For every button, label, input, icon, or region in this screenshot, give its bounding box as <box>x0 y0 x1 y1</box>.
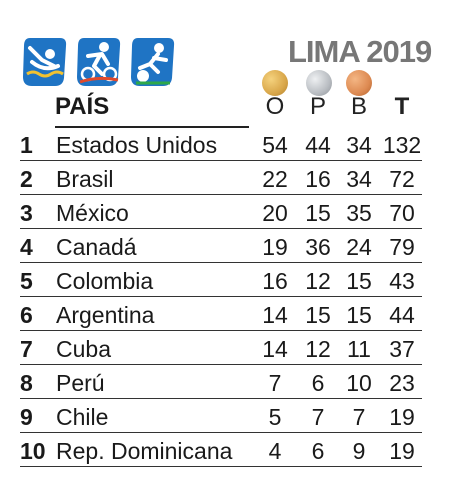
silver-count: 16 <box>305 166 331 192</box>
total-count: 72 <box>389 166 415 192</box>
cycling-icon <box>77 38 121 86</box>
rank: 5 <box>20 268 33 294</box>
row-divider <box>20 466 422 467</box>
silver-count: 44 <box>305 132 331 158</box>
row-divider <box>20 160 422 161</box>
bronze-count: 7 <box>352 404 366 430</box>
row-divider <box>20 330 422 331</box>
gold-count: 19 <box>262 234 288 260</box>
bronze-medal-icon <box>346 70 372 96</box>
country-name: Chile <box>56 404 109 430</box>
country-name: Brasil <box>56 166 114 192</box>
gold-medal-icon <box>262 70 288 96</box>
row-divider <box>20 194 422 195</box>
bronze-header: B <box>350 93 367 120</box>
rank: 6 <box>20 302 33 328</box>
event-title: LIMA 2019 <box>288 34 432 69</box>
country-name: Rep. Dominicana <box>56 438 233 464</box>
rank: 7 <box>20 336 33 362</box>
country-name: Argentina <box>56 302 155 328</box>
rank: 2 <box>20 166 33 192</box>
total-count: 79 <box>389 234 415 260</box>
bronze-count: 9 <box>352 438 366 464</box>
silver-count: 36 <box>305 234 331 260</box>
bronze-count: 35 <box>346 200 372 226</box>
total-count: 37 <box>389 336 415 362</box>
country-name: Estados Unidos <box>56 132 218 158</box>
row-divider <box>20 296 422 297</box>
table-row: 1 Estados Unidos 54 44 34 132 <box>20 127 422 161</box>
table-row: 7 Cuba 14 12 11 37 <box>20 331 422 365</box>
silver-count: 12 <box>305 268 331 294</box>
country-name: Cuba <box>56 336 111 362</box>
gold-count: 14 <box>262 336 288 362</box>
row-divider <box>20 228 422 229</box>
row-divider <box>20 398 422 399</box>
row-divider <box>20 432 422 433</box>
rank: 9 <box>20 404 33 430</box>
rank: 10 <box>20 438 46 464</box>
country-header: PAÍS <box>55 93 110 120</box>
bronze-count: 34 <box>346 166 372 192</box>
silver-header: P <box>309 93 326 120</box>
rank: 8 <box>20 370 33 396</box>
total-count: 70 <box>389 200 415 226</box>
country-name: Colombia <box>56 268 154 294</box>
table-row: 8 Perú 7 6 10 23 <box>20 365 422 399</box>
table-row: 6 Argentina 14 15 15 44 <box>20 297 422 331</box>
gold-count: 54 <box>262 132 288 158</box>
gold-count: 16 <box>262 268 288 294</box>
swimming-icon <box>23 38 67 86</box>
bronze-count: 15 <box>346 302 372 328</box>
rank: 3 <box>20 200 33 226</box>
silver-count: 6 <box>311 438 325 464</box>
silver-count: 6 <box>311 370 325 396</box>
country-name: México <box>56 200 129 226</box>
total-count: 44 <box>389 302 415 328</box>
gold-count: 22 <box>262 166 288 192</box>
country-name: Canadá <box>56 234 137 260</box>
total-count: 19 <box>389 404 415 430</box>
gold-count: 14 <box>262 302 288 328</box>
table-row: 5 Colombia 16 12 15 43 <box>20 263 422 297</box>
header-divider <box>55 126 249 128</box>
total-count: 19 <box>389 438 415 464</box>
total-count: 43 <box>389 268 415 294</box>
table-row: 3 México 20 15 35 70 <box>20 195 422 229</box>
silver-count: 12 <box>305 336 331 362</box>
rank: 1 <box>20 132 33 158</box>
gold-count: 20 <box>262 200 288 226</box>
bronze-count: 15 <box>346 268 372 294</box>
rank: 4 <box>20 234 33 260</box>
football-icon <box>131 38 175 86</box>
table-row: 2 Brasil 22 16 34 72 <box>20 161 422 195</box>
total-count: 132 <box>382 132 422 158</box>
silver-count: 7 <box>311 404 325 430</box>
table-row: 10 Rep. Dominicana 4 6 9 19 <box>20 433 422 467</box>
gold-count: 5 <box>268 404 282 430</box>
gold-count: 7 <box>268 370 282 396</box>
silver-count: 15 <box>305 302 331 328</box>
bronze-count: 24 <box>346 234 372 260</box>
row-divider <box>20 262 422 263</box>
silver-count: 15 <box>305 200 331 226</box>
table-row: 9 Chile 5 7 7 19 <box>20 399 422 433</box>
gold-count: 4 <box>268 438 282 464</box>
total-count: 23 <box>389 370 415 396</box>
bronze-count: 34 <box>346 132 372 158</box>
country-name: Perú <box>56 370 105 396</box>
bronze-count: 10 <box>346 370 372 396</box>
row-divider <box>20 364 422 365</box>
gold-header: O <box>265 93 285 120</box>
total-header: T <box>394 93 410 120</box>
silver-medal-icon <box>306 70 332 96</box>
table-row: 4 Canadá 19 36 24 79 <box>20 229 422 263</box>
bronze-count: 11 <box>347 336 371 362</box>
